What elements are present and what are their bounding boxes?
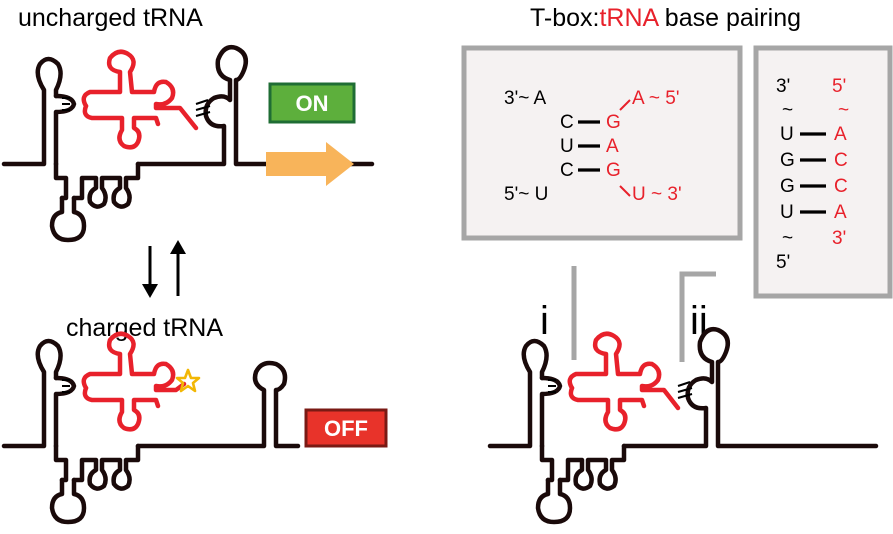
box-i-trna-g1: G — [606, 112, 621, 133]
up-arrow-head — [170, 240, 186, 254]
trna-molecule-lower — [82, 103, 161, 150]
stem-loop-1 — [1, 56, 63, 167]
on-badge-box — [268, 82, 356, 124]
box-i-trna-g2: G — [606, 160, 621, 181]
title-pairing-suffix: base pairing — [658, 4, 801, 32]
off-badge: OFF — [304, 408, 388, 448]
box-i-trna-u3: U ~ 3' — [632, 184, 682, 205]
stem-loop-1-side — [53, 93, 77, 167]
box-i-frame — [461, 45, 743, 241]
box-ii-tbox-tilde-bottom: ~ — [782, 228, 793, 249]
box-i-trna-a: A — [606, 136, 619, 157]
stem-loop-1 — [487, 338, 549, 449]
stem-loop-1-side — [539, 375, 563, 449]
bond-line — [195, 99, 209, 105]
trna-molecule — [567, 331, 681, 411]
bottom-small-loops — [71, 161, 141, 209]
box-i-tbox-u: U — [560, 136, 574, 157]
title-pairing-prefix: T-box: — [530, 4, 599, 32]
stem-loop-1-side — [53, 375, 77, 449]
bond-line — [677, 387, 693, 393]
box-i-tbox-c1: C — [560, 112, 574, 133]
box-i-trna-connectors — [619, 99, 631, 197]
stem-loop-bottom-left — [535, 477, 573, 525]
box-i-specifier-pairing: 3'~ A C U C 5'~ U A ~ 5' G A G U ~ 3' — [461, 45, 743, 241]
stem-loop-right — [135, 45, 375, 167]
box-ii-trna-tilde: ~ — [838, 100, 849, 121]
on-badge: ON — [268, 82, 356, 124]
box-i-tbox-3end: 3'~ A — [504, 88, 547, 109]
trna-molecule — [81, 331, 187, 393]
uncharged-riboswitch — [1, 45, 375, 243]
label-i: i — [540, 299, 549, 343]
box-ii-tbox-5: 5' — [776, 252, 790, 273]
box-ii-tbox-u1: U — [780, 124, 794, 145]
box-ii-trna-a2: A — [834, 202, 847, 223]
title-pairing-highlight: tRNA — [599, 4, 659, 32]
stem-loop-bottom-left — [49, 477, 87, 525]
title-charged-trna: charged tRNA — [66, 314, 223, 342]
title-uncharged-trna: uncharged tRNA — [18, 4, 203, 32]
box-ii-tbox-u2: U — [780, 202, 794, 223]
box-ii-trna-c2: C — [834, 176, 848, 197]
box-ii-trna-5: 5' — [832, 76, 846, 97]
bond-line — [195, 105, 211, 111]
stem-left-down — [53, 161, 69, 201]
stem-loop-1 — [1, 338, 63, 449]
trna-molecule — [81, 49, 199, 131]
terminator-stem — [135, 360, 301, 449]
box-ii-frame — [753, 45, 893, 299]
bond-line — [195, 111, 211, 117]
box-ii-tbox-g2: G — [780, 176, 795, 197]
equilibrium-arrows-icon — [142, 240, 186, 298]
box-i-tbox-5end: 5'~ U — [504, 184, 548, 205]
amino-acid-star-icon — [175, 368, 201, 393]
box-ii-tbox-g1: G — [780, 150, 795, 171]
stem-loop-bottom-left — [49, 195, 87, 243]
tbox-trna-complex — [487, 327, 879, 525]
title-base-pairing: T-box:tRNA base pairing — [530, 4, 801, 32]
bottom-small-loops — [557, 443, 627, 491]
off-badge-box — [304, 408, 388, 448]
box-i-trna-a5: A ~ 5' — [632, 88, 679, 109]
box-ii-trna-3: 3' — [832, 228, 846, 249]
box-ii-antiterminator-pairing: 3' ~ U G G U ~ 5' 5' ~ A C C A 3' — [753, 45, 893, 299]
expression-arrow-icon — [266, 142, 354, 186]
stem-left-down — [53, 443, 69, 483]
stem-loop-right — [621, 327, 879, 449]
trna-molecule-lower — [568, 385, 647, 432]
trna-molecule-lower — [82, 385, 161, 432]
box-i-tbox-c2: C — [560, 160, 574, 181]
bond-line — [677, 393, 693, 399]
down-arrow-head — [142, 284, 158, 298]
bottom-small-loops — [71, 443, 141, 491]
box-ii-tbox-3: 3' — [776, 76, 790, 97]
stem-left-down — [539, 443, 555, 483]
charged-riboswitch — [1, 331, 301, 525]
box-ii-trna-a1: A — [834, 124, 847, 145]
on-badge-label: ON — [296, 91, 329, 116]
connector-ii — [679, 271, 716, 362]
box-ii-trna-c1: C — [834, 150, 848, 171]
off-badge-label: OFF — [324, 416, 368, 441]
bond-line — [677, 381, 691, 387]
box-ii-tbox-tilde-top: ~ — [782, 100, 793, 121]
